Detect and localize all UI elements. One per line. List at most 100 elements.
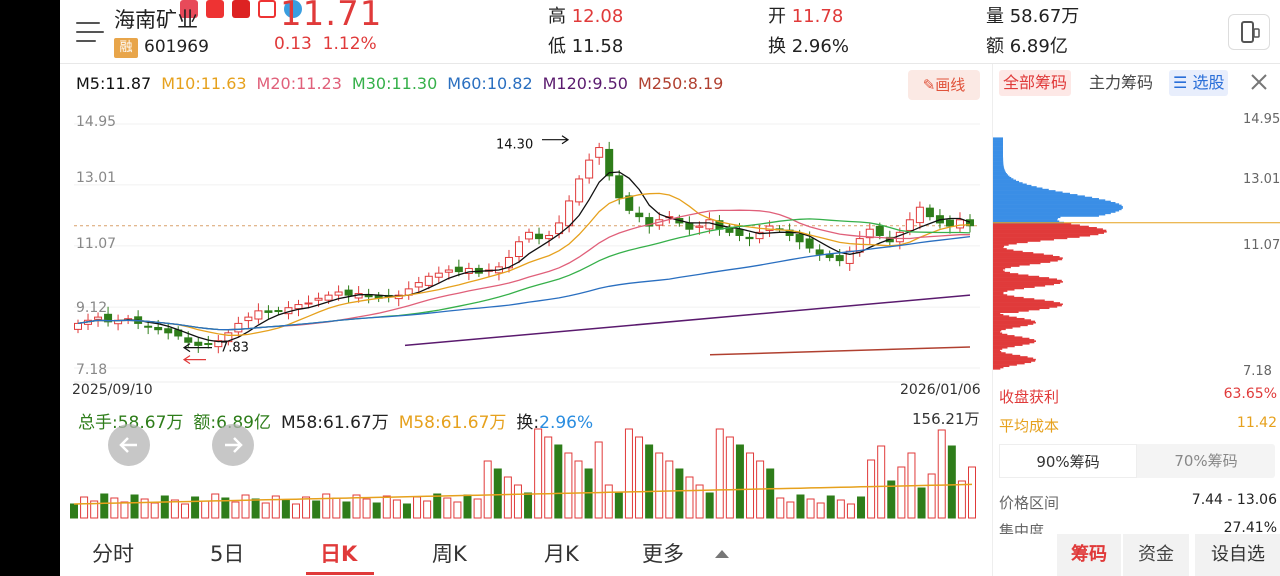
menu-icon[interactable]	[76, 22, 104, 42]
chip-bar	[993, 275, 1040, 278]
chip-bar	[993, 328, 1006, 331]
candle	[815, 244, 824, 261]
app-shortcut-icon[interactable]	[180, 0, 198, 18]
quote-item: 量 58.67万	[986, 2, 1079, 28]
quote-label: 量	[986, 6, 1010, 27]
volume-bar	[231, 501, 240, 519]
candle	[264, 305, 273, 320]
prev-arrow-button[interactable]	[108, 424, 150, 466]
arrow-right-icon	[225, 437, 243, 453]
app-shortcut-icon[interactable]	[206, 0, 224, 18]
chip-bar	[993, 151, 1003, 154]
volume-bar	[806, 498, 815, 519]
chips-button[interactable]: 筹码	[1057, 534, 1121, 576]
draw-line-button[interactable]: ✎画线	[908, 70, 980, 100]
volume-chart[interactable]	[60, 420, 990, 520]
candle	[585, 153, 594, 184]
app-shortcut-icon[interactable]	[232, 0, 250, 18]
price-tick-label: 9.12	[76, 300, 108, 316]
chip-bar	[993, 149, 1003, 151]
tab-more[interactable]: 更多	[642, 542, 684, 566]
funds-button[interactable]: 资金	[1123, 534, 1189, 576]
volume-bar	[170, 499, 179, 519]
tab-5day[interactable]: 5日	[210, 542, 245, 566]
tab-90-chips[interactable]: 90%筹码	[999, 444, 1137, 478]
tab-intraday[interactable]: 分时	[92, 542, 134, 566]
period-tabs: 分时 5日 日K 周K 月K 更多	[60, 530, 1050, 576]
candle	[915, 201, 924, 230]
candle	[514, 236, 523, 264]
volume-bar	[100, 493, 109, 519]
turnover-value: 2.96%	[539, 413, 594, 433]
caret-up-icon[interactable]	[715, 550, 729, 558]
ma-line	[77, 171, 971, 343]
phone-icon[interactable]	[1228, 14, 1270, 50]
chip-bar	[993, 286, 1035, 288]
chip-bar	[993, 209, 1120, 212]
chip-bar	[993, 269, 1004, 271]
chip-bar	[993, 249, 1014, 252]
volume-bar	[433, 493, 442, 519]
chip-bar	[993, 144, 1003, 146]
volume-bar	[746, 452, 755, 519]
chip-bar	[993, 140, 1003, 142]
chip-bar	[993, 345, 1015, 348]
app-shortcut-icon[interactable]	[284, 0, 302, 18]
chip-tick-label: 14.95	[1243, 112, 1280, 127]
chip-bar	[993, 219, 1058, 221]
app-shortcut-icon[interactable]	[258, 0, 276, 18]
chip-bar	[993, 295, 1015, 298]
tab-daily-k[interactable]: 日K	[320, 542, 358, 566]
candle	[845, 246, 854, 271]
close-icon[interactable]	[1249, 72, 1269, 92]
volume-bar	[312, 500, 321, 519]
chip-bar	[993, 150, 1003, 153]
chip-bar	[993, 245, 1005, 248]
candlestick-chart[interactable]: 14.30 7.83	[60, 104, 990, 404]
chip-bar	[993, 205, 1123, 208]
tab-all-chips[interactable]: 全部筹码	[999, 70, 1072, 96]
tab-70-chips[interactable]: 70%筹码	[1174, 452, 1238, 470]
chip-bar	[993, 207, 1123, 209]
volume-bar	[372, 502, 381, 519]
tab-monthly-k[interactable]: 月K	[544, 542, 579, 566]
chip-bar	[993, 215, 1099, 217]
price-change: 0.13 1.12%	[274, 34, 377, 54]
candle	[444, 265, 453, 280]
volume-bar	[261, 502, 270, 519]
app-window: 海南矿业 融 601969 11.71 0.13 1.12% 高 12.08 低 …	[60, 0, 1280, 576]
chip-bar	[993, 192, 1070, 195]
next-arrow-button[interactable]	[212, 424, 254, 466]
candle	[74, 319, 82, 334]
volume-bar	[554, 444, 563, 519]
volume-bar	[715, 428, 724, 519]
volume-bar	[503, 476, 512, 519]
volume-bar	[382, 495, 391, 519]
tab-weekly-k[interactable]: 周K	[432, 542, 467, 566]
volume-bar	[937, 429, 946, 519]
volume-ma-line	[73, 483, 973, 505]
quote-item: 额 6.89亿	[986, 32, 1068, 58]
chip-bar	[993, 324, 1028, 327]
quote-value: 11.58	[571, 36, 624, 57]
tab-stock-picker[interactable]: ☰ 选股	[1169, 70, 1229, 96]
volume-bar	[140, 498, 149, 519]
candle	[104, 306, 113, 327]
add-watchlist-button[interactable]: 设自选	[1195, 534, 1280, 576]
volume-max: 156.21万	[912, 410, 980, 428]
chip-bar	[993, 155, 1003, 158]
arrow-left-icon	[182, 343, 212, 353]
quote-label: 高	[548, 6, 572, 27]
chip-bar	[993, 196, 1093, 199]
candle	[535, 227, 544, 245]
volume-bar	[735, 444, 744, 519]
volume-bar	[150, 502, 159, 519]
low-annotation: 7.83	[220, 341, 249, 356]
chip-bar	[993, 349, 1001, 352]
chip-bar	[993, 162, 1004, 165]
chip-bar	[993, 240, 1041, 242]
volume-bar	[675, 468, 684, 519]
chip-bar	[993, 348, 1003, 350]
chip-bar	[993, 288, 1015, 291]
tab-main-chips[interactable]: 主力筹码	[1089, 73, 1154, 92]
